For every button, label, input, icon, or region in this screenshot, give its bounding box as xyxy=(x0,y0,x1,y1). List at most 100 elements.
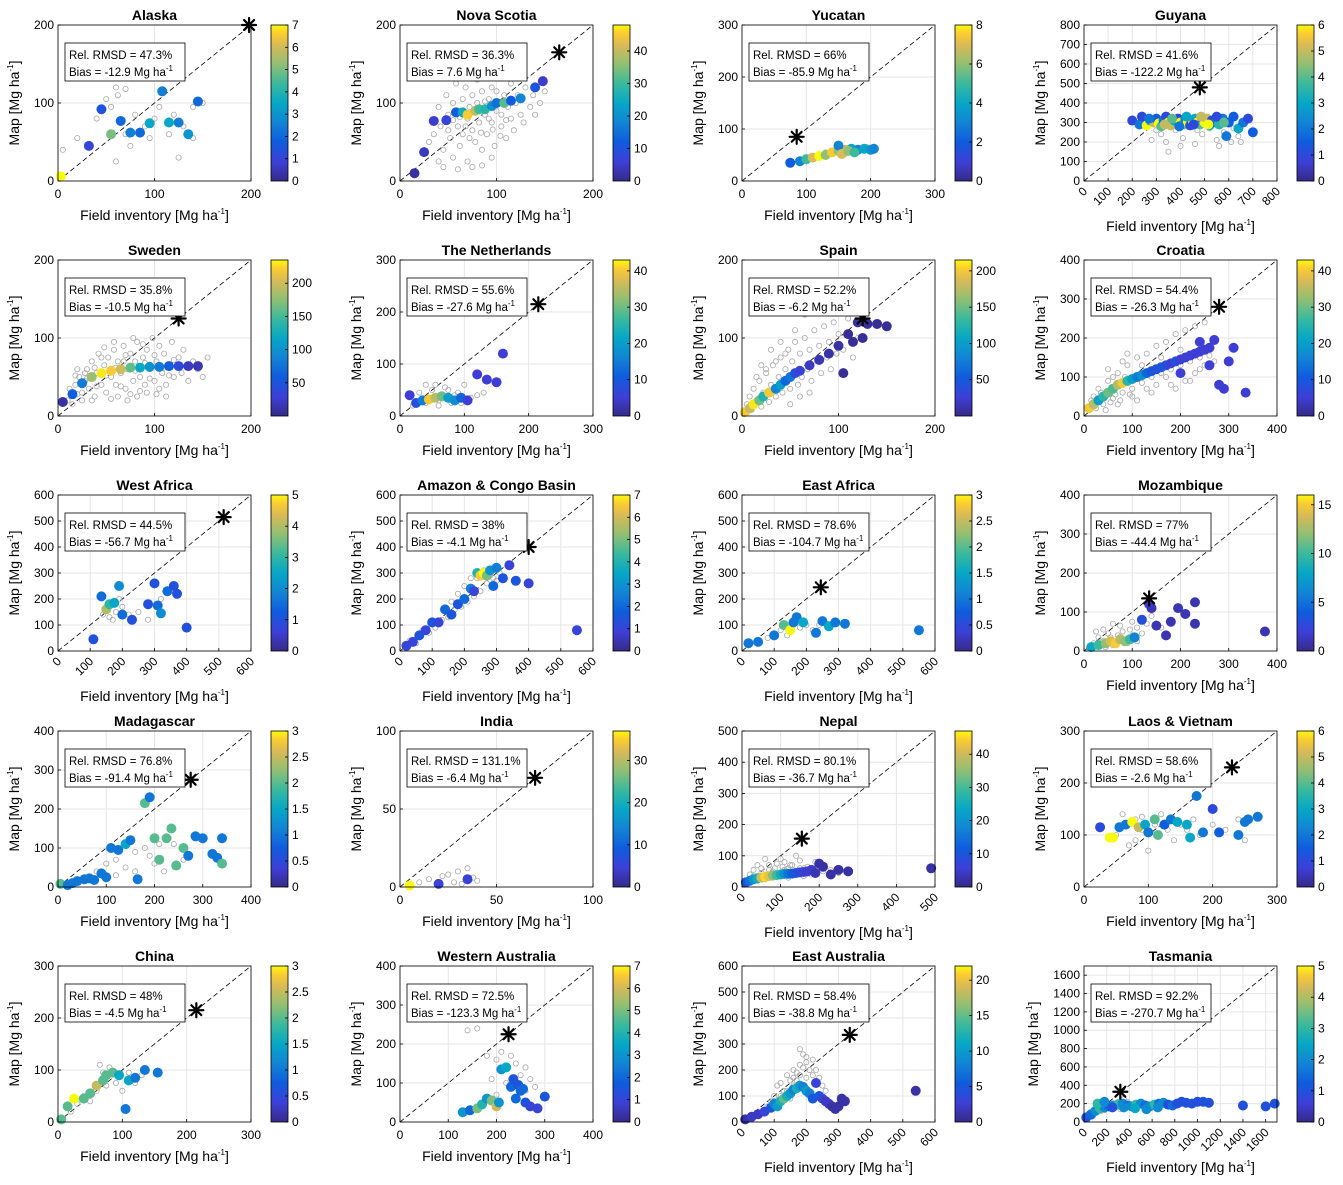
colorbar-tick-label: 3 xyxy=(976,488,983,502)
colorbar-tick-label: 4 xyxy=(1318,70,1325,84)
y-tick-label: 300 xyxy=(376,998,396,1012)
x-tick-label: 500 xyxy=(885,654,909,678)
data-point xyxy=(83,140,94,151)
plot-point xyxy=(1109,620,1116,627)
data-point xyxy=(1167,113,1178,124)
plot-point xyxy=(1119,628,1126,635)
y-axis-label: Map [Mg ha-1] xyxy=(690,767,706,852)
data-point xyxy=(172,588,183,599)
plot-point xyxy=(536,100,543,107)
data-point xyxy=(135,127,146,138)
plot-point xyxy=(101,344,108,351)
plot-point xyxy=(134,338,141,345)
colorbar-tick-label: 5 xyxy=(634,533,641,547)
plot-point xyxy=(806,389,813,396)
data-point xyxy=(1136,614,1147,625)
plot-point xyxy=(796,350,803,357)
plot-point xyxy=(462,123,469,130)
data-point xyxy=(839,1096,850,1107)
plot-point xyxy=(440,163,447,170)
one-to-one-line xyxy=(57,259,252,417)
colorbar-tick-label: 2 xyxy=(634,599,641,613)
colorbar-tick-label: 2.5 xyxy=(976,514,993,528)
colorbar-tick-label: 5 xyxy=(1318,595,1325,609)
y-tick-label: 0 xyxy=(731,880,738,894)
colorbar-tick-label: 30 xyxy=(634,754,648,768)
data-point xyxy=(504,560,515,571)
x-tick-label: 200 xyxy=(583,187,603,201)
star-stroke xyxy=(502,1028,515,1041)
data-point xyxy=(1209,334,1220,345)
colorbar xyxy=(612,965,631,1123)
y-tick-label: 0 xyxy=(731,174,738,188)
subplot-western-australia: Rel. RMSD = 72.5% Bias = -123.3 Mg ha-1 0 1… xyxy=(348,948,641,1164)
stats-box xyxy=(1090,42,1212,82)
data-point xyxy=(1173,603,1184,614)
x-tick-label: 0 xyxy=(55,422,62,436)
stat-bias: Bias = -6.4 Mg ha-1 xyxy=(411,770,509,785)
plot-point xyxy=(483,1052,490,1059)
x-tick-label: 50 xyxy=(490,893,504,907)
plot-point xyxy=(416,879,423,886)
plot-point xyxy=(803,1074,810,1081)
colorbar-tick-label: 0 xyxy=(976,644,983,658)
plot-point xyxy=(69,401,76,408)
plot-point xyxy=(1117,622,1124,629)
mean-star-marker xyxy=(1210,298,1228,315)
plot-point xyxy=(137,388,144,395)
plot-point xyxy=(777,855,784,862)
x-tick-label: 300 xyxy=(479,654,503,678)
x-tick-label: 200 xyxy=(486,1128,506,1142)
x-tick-label: 200 xyxy=(861,187,881,201)
data-point xyxy=(532,1103,543,1114)
x-tick-label: 0 xyxy=(1081,422,1088,436)
one-to-one-line xyxy=(57,494,252,652)
data-point xyxy=(183,129,194,140)
plot-point xyxy=(1165,148,1172,155)
data-point xyxy=(510,1093,521,1104)
plot-point xyxy=(178,370,185,377)
plot-point xyxy=(488,119,495,126)
y-tick-label: 200 xyxy=(34,1011,54,1025)
data-point xyxy=(1204,360,1215,371)
y-tick-label: 0 xyxy=(1073,644,1080,658)
x-axis-label: Field inventory [Mg ha-1] xyxy=(80,688,229,704)
colorbar xyxy=(612,494,631,652)
colorbar-tick-label: 6 xyxy=(1318,724,1325,738)
colorbar-tick-label: 20 xyxy=(976,814,990,828)
x-tick-label: 500 xyxy=(917,890,941,914)
plot-point xyxy=(782,350,789,357)
x-tick-label: 500 xyxy=(1187,184,1211,208)
data-point xyxy=(178,843,189,853)
colorbar-tick-label: 150 xyxy=(976,300,996,314)
plot-point xyxy=(156,342,163,349)
subplot-mozambique: Rel. RMSD = 77%Bias = -44.4 Mg ha-10 100 2… xyxy=(1032,477,1332,693)
colorbar-tick-label: 1 xyxy=(976,592,983,606)
y-tick-label: 400 xyxy=(718,755,738,769)
stats-box xyxy=(406,277,528,317)
stats-box xyxy=(1090,277,1212,317)
colorbar-tick-label: 3 xyxy=(1318,802,1325,816)
x-tick-label: 0 xyxy=(397,893,404,907)
data-point xyxy=(1107,1102,1118,1113)
plot-point xyxy=(821,323,828,330)
colorbar-tick-label: 1 xyxy=(1318,854,1325,868)
y-tick-label: 0 xyxy=(389,880,396,894)
colorbar-tick-label: 3 xyxy=(292,724,299,738)
data-point xyxy=(833,340,844,351)
plot-point xyxy=(110,338,117,345)
stats-box xyxy=(748,512,870,552)
plot-point xyxy=(1213,137,1220,144)
colorbar xyxy=(1296,494,1315,652)
data-point xyxy=(833,864,844,875)
plot-point xyxy=(750,385,757,392)
plot-point xyxy=(493,107,500,114)
data-point xyxy=(1144,113,1155,124)
y-tick-label: 200 xyxy=(718,70,738,84)
x-tick-label: 400 xyxy=(853,654,877,678)
plot-point xyxy=(1158,811,1165,818)
plot-point xyxy=(1177,346,1184,353)
plot-point xyxy=(1138,630,1145,637)
mean-star-marker xyxy=(215,509,232,526)
y-tick-label: 200 xyxy=(34,253,54,267)
